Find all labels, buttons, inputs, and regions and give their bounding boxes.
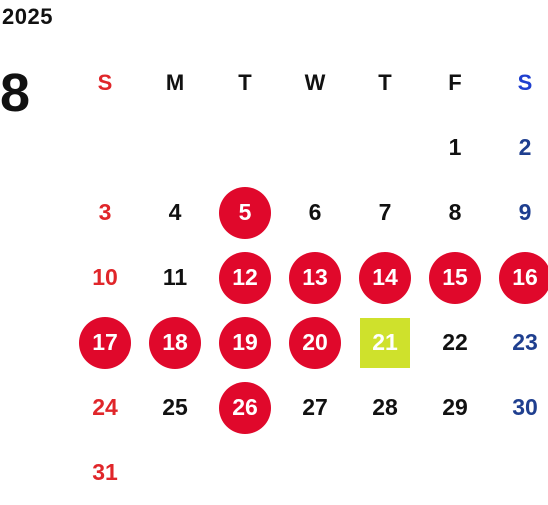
calendar-day-number: 28 <box>372 394 398 420</box>
calendar-day-number: 27 <box>302 394 328 420</box>
calendar-day-number: 4 <box>168 199 182 225</box>
calendar-day[interactable]: 6 <box>280 180 350 245</box>
weekday-header-tue: T <box>238 69 252 95</box>
weekday-header-mon: M <box>165 69 185 95</box>
calendar-day-number: 29 <box>442 394 468 420</box>
calendar-day-number: 5 <box>219 186 271 239</box>
calendar-day[interactable]: 27 <box>280 375 350 440</box>
calendar-day[interactable]: 28 <box>350 375 420 440</box>
calendar-day-number: 14 <box>359 251 411 304</box>
calendar-day-number: 19 <box>219 316 271 369</box>
calendar-day[interactable]: 25 <box>140 375 210 440</box>
calendar-day[interactable]: 23 <box>490 310 548 375</box>
year-label: 2025 <box>2 4 53 29</box>
calendar-day-number: 1 <box>448 134 462 160</box>
calendar-day-number: 9 <box>518 199 532 225</box>
calendar-day-number: 31 <box>92 459 118 485</box>
calendar-day[interactable]: 11 <box>140 245 210 310</box>
calendar-day[interactable]: 1 <box>420 115 490 180</box>
calendar-day[interactable]: 30 <box>490 375 548 440</box>
calendar-day[interactable]: 2 <box>490 115 548 180</box>
calendar-day-highlighted[interactable]: 5 <box>210 180 280 245</box>
calendar-day-highlighted[interactable]: 20 <box>280 310 350 375</box>
calendar-empty-cell <box>210 115 280 180</box>
calendar-day-number: 3 <box>98 199 112 225</box>
calendar-day-number: 7 <box>378 199 392 225</box>
calendar-empty-cell <box>70 115 140 180</box>
calendar-day-highlighted[interactable]: 12 <box>210 245 280 310</box>
calendar-day-number: 16 <box>499 251 548 304</box>
calendar-day[interactable]: 31 <box>70 440 140 505</box>
calendar-day-number: 12 <box>219 251 271 304</box>
calendar-day[interactable]: 10 <box>70 245 140 310</box>
calendar-day-number: 25 <box>162 394 188 420</box>
calendar-day-highlighted[interactable]: 13 <box>280 245 350 310</box>
calendar-day[interactable]: 3 <box>70 180 140 245</box>
calendar-day-number: 22 <box>442 329 468 355</box>
calendar-day-number: 2 <box>518 134 532 160</box>
calendar-day-number: 8 <box>448 199 462 225</box>
calendar-day[interactable]: 29 <box>420 375 490 440</box>
calendar-day-number: 24 <box>92 394 118 420</box>
calendar-day-number: 13 <box>289 251 341 304</box>
month-label: 8 <box>0 63 31 123</box>
weekday-header-wed: W <box>304 69 326 95</box>
calendar-day-number: 10 <box>92 264 118 290</box>
calendar-day-number: 6 <box>308 199 322 225</box>
weekday-header-sun: S <box>97 69 113 95</box>
calendar-day-highlighted[interactable]: 14 <box>350 245 420 310</box>
calendar-day-number: 11 <box>162 264 188 290</box>
calendar-day[interactable]: 8 <box>420 180 490 245</box>
calendar-day[interactable]: 4 <box>140 180 210 245</box>
weekday-header-sat: S <box>517 69 533 95</box>
calendar-day-highlighted[interactable]: 19 <box>210 310 280 375</box>
calendar-day[interactable]: 7 <box>350 180 420 245</box>
calendar-day-number: 18 <box>149 316 201 369</box>
calendar-day-highlighted[interactable]: 18 <box>140 310 210 375</box>
calendar-day-number: 26 <box>219 381 271 434</box>
calendar-day-number: 20 <box>289 316 341 369</box>
calendar-day[interactable]: 22 <box>420 310 490 375</box>
calendar-day-highlighted[interactable]: 16 <box>490 245 548 310</box>
calendar-day-highlighted[interactable]: 15 <box>420 245 490 310</box>
calendar-day-today[interactable]: 21 <box>350 310 420 375</box>
calendar-day[interactable]: 9 <box>490 180 548 245</box>
calendar-day-number: 21 <box>360 317 410 368</box>
calendar-grid: S M T W T F S 1 2 3 4 5 6 7 8 9 10 11 12 13 14 15 16 17 1… <box>70 50 548 505</box>
weekday-header-fri: F <box>448 69 462 95</box>
calendar-day-number: 23 <box>512 329 538 355</box>
calendar-empty-cell <box>280 115 350 180</box>
calendar-day-number: 15 <box>429 251 481 304</box>
calendar-day-highlighted[interactable]: 17 <box>70 310 140 375</box>
calendar-day-number: 17 <box>79 316 131 369</box>
weekday-header-thu: T <box>378 69 392 95</box>
calendar-empty-cell <box>140 115 210 180</box>
calendar-day-number: 30 <box>512 394 538 420</box>
calendar-day-highlighted[interactable]: 26 <box>210 375 280 440</box>
calendar-day[interactable]: 24 <box>70 375 140 440</box>
calendar-empty-cell <box>350 115 420 180</box>
